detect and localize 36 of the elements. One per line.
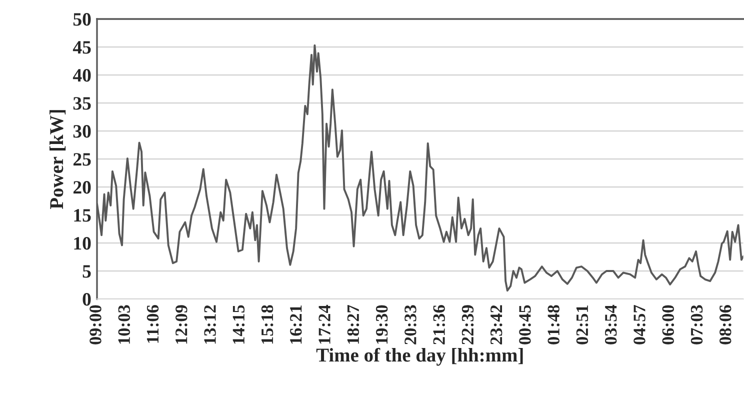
x-tick-label: 21:36: [433, 305, 445, 344]
y-tick-label: 20: [73, 181, 91, 194]
y-tick-label: 35: [73, 97, 91, 110]
x-tick-label: 10:03: [118, 305, 130, 344]
y-tick-label: 15: [74, 209, 91, 222]
x-tick-label: 18:27: [347, 304, 360, 344]
y-tick-label: 0: [82, 293, 91, 306]
x-tick-label: 07:03: [690, 305, 703, 344]
x-tick-label: 04:57: [634, 304, 646, 344]
x-tick-label: 06:00: [662, 305, 674, 344]
x-tick-label: 23:42: [490, 305, 502, 344]
x-tick-label: 20:33: [404, 305, 416, 344]
y-tick-label: 50: [73, 13, 91, 26]
x-tick-label: 17:24: [318, 304, 330, 344]
y-tick-label: 30: [73, 125, 91, 138]
x-tick-label: 19:30: [376, 305, 388, 344]
y-tick-label: 45: [72, 41, 91, 54]
x-tick-label: 22:39: [462, 305, 474, 344]
x-tick-label: 00:45: [519, 305, 531, 344]
x-tick-label: 09:00: [90, 305, 102, 344]
x-tick-label: 14:15: [232, 305, 245, 344]
x-tick-label: 02:51: [576, 305, 588, 344]
x-tick-label: 11:06: [146, 305, 159, 343]
x-tick-label: 16:21: [290, 305, 302, 344]
x-axis-title: Time of the day [hh:mm]: [316, 348, 523, 366]
y-tick-label: 25: [73, 153, 91, 166]
y-tick-label: 40: [72, 69, 91, 82]
y-axis-title: Power [kW]: [50, 110, 66, 209]
y-tick-label: 5: [82, 265, 91, 278]
y-tick-label: 10: [74, 237, 91, 250]
x-tick-label: 13:12: [204, 305, 216, 344]
x-tick-label: 01:48: [548, 305, 560, 344]
x-tick-label: 03:54: [605, 304, 617, 344]
x-tick-label: 15:18: [261, 305, 274, 344]
x-tick-label: 12:09: [176, 305, 188, 344]
x-tick-label: 08:06: [720, 305, 732, 344]
